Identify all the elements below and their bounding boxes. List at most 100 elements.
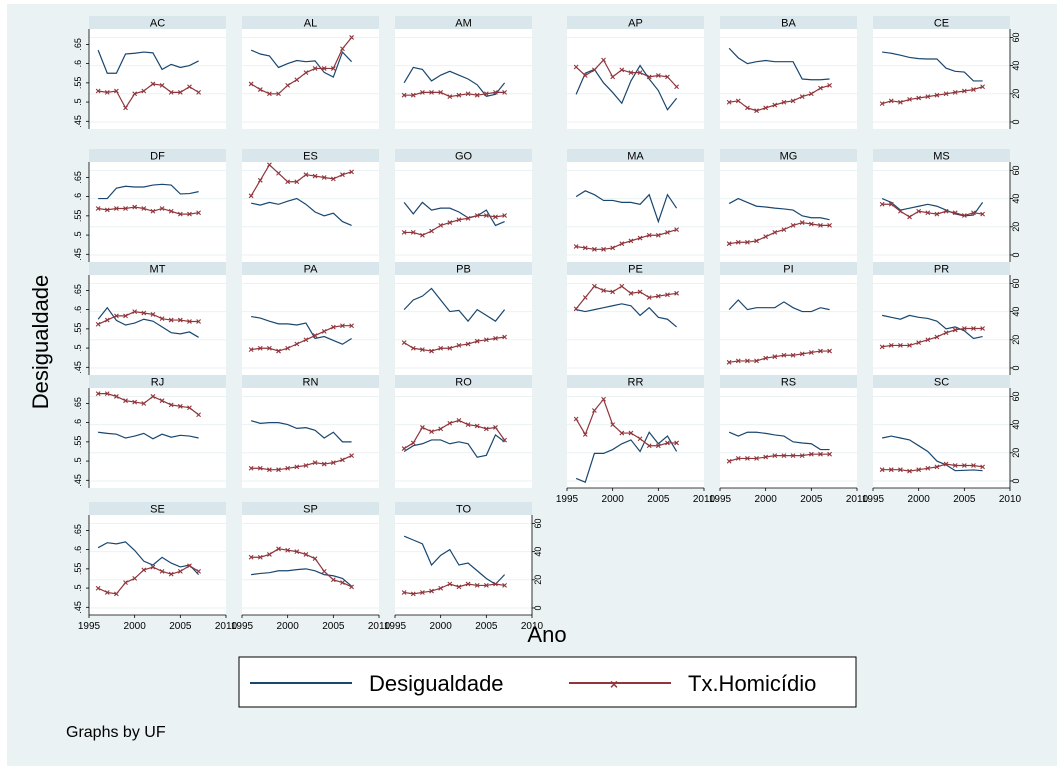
panel-strip [242,262,379,275]
homicidio-point [980,84,985,90]
panel-strip [567,375,704,388]
y-axis-label: Desigualdade [28,275,53,410]
homicidio-point [465,422,471,428]
homicidio-point [610,422,616,428]
right-tick-label: 60 [533,518,543,528]
panel-plot-area [567,162,704,262]
homicidio-point [330,66,336,71]
series-line-homicidio [250,163,352,197]
panel-title: RO [455,377,472,389]
homicidio-point [95,321,101,327]
homicidio-point [141,567,147,573]
left-tick-label: .6 [73,60,83,68]
homicidio-point [294,341,300,347]
homicidio-point [159,206,165,211]
homicidio-point [104,89,110,95]
panel-plot-area [873,29,1010,129]
x-tick-label: 1995 [384,621,407,632]
homicidio-point [177,211,183,217]
left-tick-label: .45 [73,361,83,374]
homicidio-point [952,463,958,468]
left-tick-label: .65 [73,171,83,184]
homicidio-point [257,465,263,471]
homicidio-point [980,464,985,470]
left-tick-label: .55 [73,323,83,336]
panel-se: SE .45 .5 .55 .6 .65 1995 2000 2005 2010 [73,502,238,632]
panel-title: TO [456,504,472,516]
homicidio-point [465,581,471,587]
legend-label-homicidio: Tx.Homicídio [688,671,816,696]
x-tick-label: 2010 [846,494,869,505]
homicidio-point [104,391,110,397]
homicidio-point [483,91,489,97]
homicidio-point [619,283,625,289]
homicidio-point [187,211,192,217]
panel-ce: CE 0 20 40 60 [873,16,1021,129]
left-tick-label: .5 [73,231,83,239]
panel-plot-area [89,162,226,262]
homicidio-point [132,204,138,210]
panel-strip [89,502,226,515]
homicidio-point [196,210,201,216]
homicidio-point [735,239,741,245]
homicidio-point [447,94,453,99]
homicidio-point [582,432,588,437]
homicidio-point [420,89,425,95]
panel-plot-area [720,275,857,375]
homicidio-point [888,467,894,473]
homicidio-point [781,453,787,458]
homicidio-point [493,425,498,430]
homicidio-point [248,81,254,87]
series-line-desigualdade [97,541,200,576]
homicidio-point [410,440,416,446]
panel-plot-area [395,388,532,488]
homicidio-point [456,92,462,98]
homicidio-point [312,66,318,71]
panel-mg: MG [720,149,857,262]
homicidio-point [483,337,489,343]
homicidio-point [267,467,272,473]
homicidio-point [763,454,769,460]
homicidio-point [114,313,119,319]
homicidio-point [879,101,885,107]
series-line-homicidio [575,398,677,447]
homicidio-point [592,246,597,252]
panel-strip [720,149,857,162]
right-tick-label: 60 [1011,165,1021,175]
homicidio-point [898,208,903,214]
homicidio-point [916,95,922,101]
homicidio-point [267,91,272,97]
homicidio-point [104,317,110,323]
homicidio-point [285,179,291,185]
homicidio-point [943,91,949,97]
homicidio-point [907,468,912,474]
homicidio-point [582,73,588,78]
homicidio-point [790,98,796,104]
homicidio-point [943,208,949,214]
panel-strip [567,262,704,275]
homicidio-point [592,408,597,413]
panel-ap: AP [567,16,704,129]
homicidio-point [257,554,263,560]
homicidio-point [637,436,643,442]
legend: Desigualdade × Tx.Homicídio [238,656,857,708]
panel-strip [242,149,379,162]
x-tick-label: 1995 [231,621,254,632]
panel-strip [242,502,379,515]
series-line-homicidio [881,86,983,105]
panel-plot-area [89,29,226,129]
series-line-desigualdade [98,183,199,200]
homicidio-point [114,206,119,211]
panel-pr: PR 0 20 40 60 [873,262,1021,375]
left-tick-label: .6 [73,306,83,314]
x-tick-label: 1995 [556,494,579,505]
x-tick-label: 2005 [169,621,192,632]
homicidio-point [799,453,805,458]
left-tick-label: .6 [73,419,83,427]
homicidio-point [952,327,958,333]
homicidio-point [196,412,201,418]
homicidio-point [502,583,507,588]
homicidio-point [818,451,823,457]
series-line-desigualdade [97,49,199,74]
homicidio-point [285,345,291,351]
